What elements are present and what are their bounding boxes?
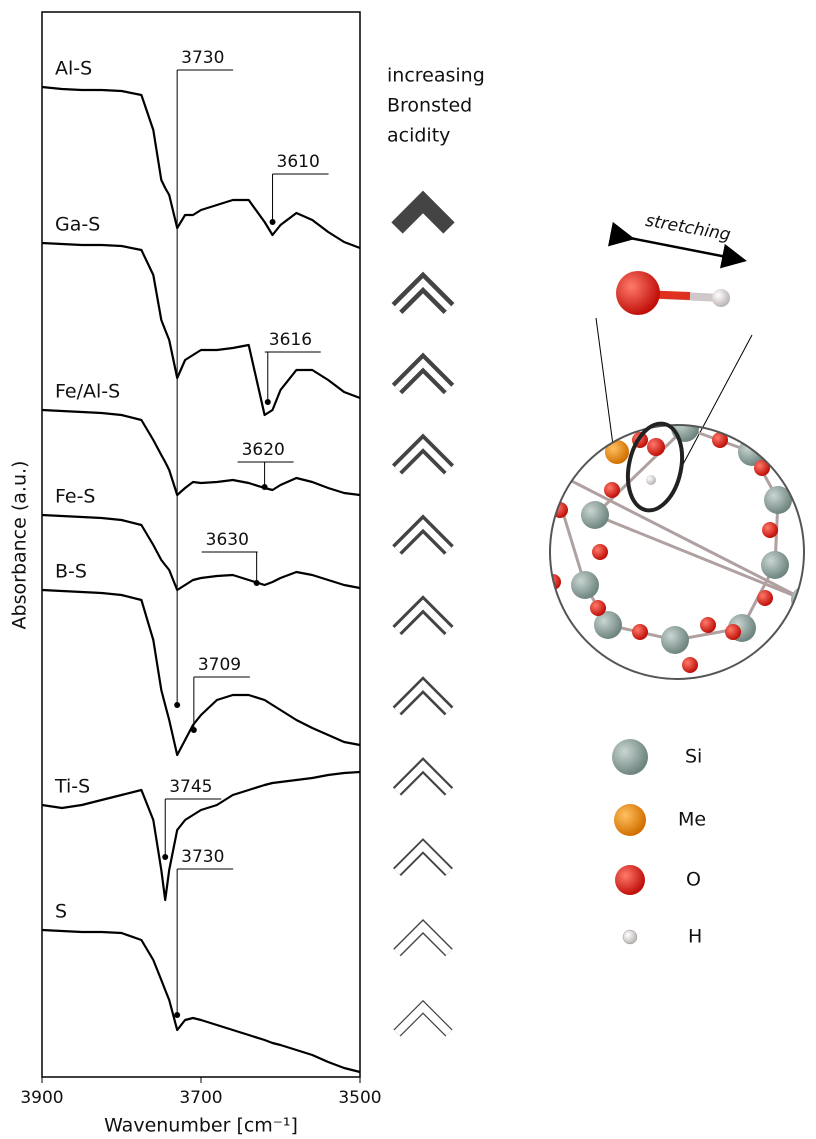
chevron-inner (394, 760, 452, 795)
annotation-dot (264, 399, 271, 405)
x-tick-label: 3500 (338, 1088, 381, 1108)
o-atom (762, 522, 778, 538)
ring-frame (549, 424, 805, 680)
series-label: S (55, 901, 67, 923)
spectrum-line (41, 241, 361, 417)
legend-swatch (622, 929, 638, 945)
o-atom (647, 438, 665, 456)
o-atom (616, 271, 660, 315)
si-atom (594, 611, 622, 639)
annotation-dot (269, 219, 276, 225)
annotation-label: 3616 (269, 330, 312, 350)
acidity-chevrons (391, 190, 455, 1037)
si-atom (571, 571, 599, 599)
chevron-inner (394, 679, 452, 714)
x-tick-label: 3900 (20, 1088, 63, 1108)
chevron-inner (394, 599, 452, 633)
o-atom (757, 590, 773, 606)
o-atom (754, 460, 770, 476)
h-atom (712, 289, 730, 307)
spectrum-line (41, 408, 361, 497)
o-atom (682, 657, 698, 673)
stretch-label: stretching (644, 211, 732, 246)
zoom-line (595, 317, 616, 461)
annotation-label: 3745 (169, 777, 212, 797)
acidity-label: increasing (387, 65, 485, 87)
h-atom (646, 475, 656, 485)
o-atom (712, 432, 728, 448)
chevron-inner (394, 278, 452, 311)
annotation-dot (253, 580, 260, 586)
series-label: Fe/Al-S (55, 381, 120, 403)
series-label: Ga-S (55, 214, 100, 236)
annotation-label: 3620 (242, 440, 285, 460)
o-atom (792, 642, 804, 658)
annotation-dot (190, 727, 197, 733)
spectrum-line (41, 513, 361, 592)
series-label: Fe-S (55, 486, 96, 508)
chevron-inner (394, 920, 452, 956)
spectrum-line (41, 85, 361, 250)
si-atom (764, 486, 792, 514)
o-atom (632, 624, 648, 640)
ring-bond (550, 468, 804, 602)
y-axis-label: Absorbance (a.u.) (9, 461, 31, 630)
si-atom (761, 551, 789, 579)
annotation-dot (162, 854, 169, 860)
o-atom (592, 544, 608, 560)
annotation-label: 3730 (181, 48, 224, 68)
si-atom (550, 456, 564, 484)
si-atom (581, 501, 609, 529)
annotation-label: 3709 (198, 655, 241, 675)
o-atom (550, 632, 556, 648)
chevron (391, 190, 455, 234)
o-atom (700, 617, 716, 633)
annotation-label: 3610 (277, 152, 320, 172)
o-atom (590, 600, 606, 616)
stretch-arrow (607, 221, 747, 269)
spectrum-line (41, 588, 361, 757)
chevron-inner (394, 1001, 452, 1036)
x-axis-label: Wavenumber [cm⁻¹] (104, 1115, 298, 1137)
acidity-label: acidity (387, 125, 450, 147)
legend-swatch (614, 804, 646, 836)
o-atom (652, 407, 668, 423)
me-atom (605, 440, 629, 464)
legend-label: H (688, 926, 702, 948)
zoom-line (679, 334, 753, 471)
x-tick-label: 3700 (179, 1088, 222, 1108)
spectrum-line (41, 770, 361, 902)
annotation-dot (174, 1012, 181, 1018)
si-atom (661, 626, 689, 654)
spectrum-line (41, 928, 361, 1074)
annotation-dot (261, 484, 268, 490)
series-label: Al-S (55, 58, 92, 80)
o-atom (725, 624, 741, 640)
ring-bond (594, 513, 804, 602)
o-atom (604, 482, 620, 498)
legend-swatch (612, 739, 648, 775)
chevron-inner (394, 519, 452, 553)
annotation-label: 3630 (206, 530, 249, 550)
acidity-label: Bronsted (387, 95, 472, 117)
chevron-inner (394, 438, 452, 472)
legend-label: Me (678, 809, 706, 831)
si-atom (671, 425, 699, 442)
legend-swatch (615, 865, 645, 895)
series-label: B-S (55, 561, 87, 583)
legend-label: Si (685, 746, 702, 768)
annotation-dot (174, 702, 181, 708)
annotation-label: 3730 (181, 847, 224, 867)
oh-highlight (625, 421, 685, 513)
chevron-inner (394, 358, 452, 392)
legend-label: O (686, 869, 701, 891)
chevron-inner (394, 840, 452, 875)
series-label: Ti-S (54, 776, 90, 798)
